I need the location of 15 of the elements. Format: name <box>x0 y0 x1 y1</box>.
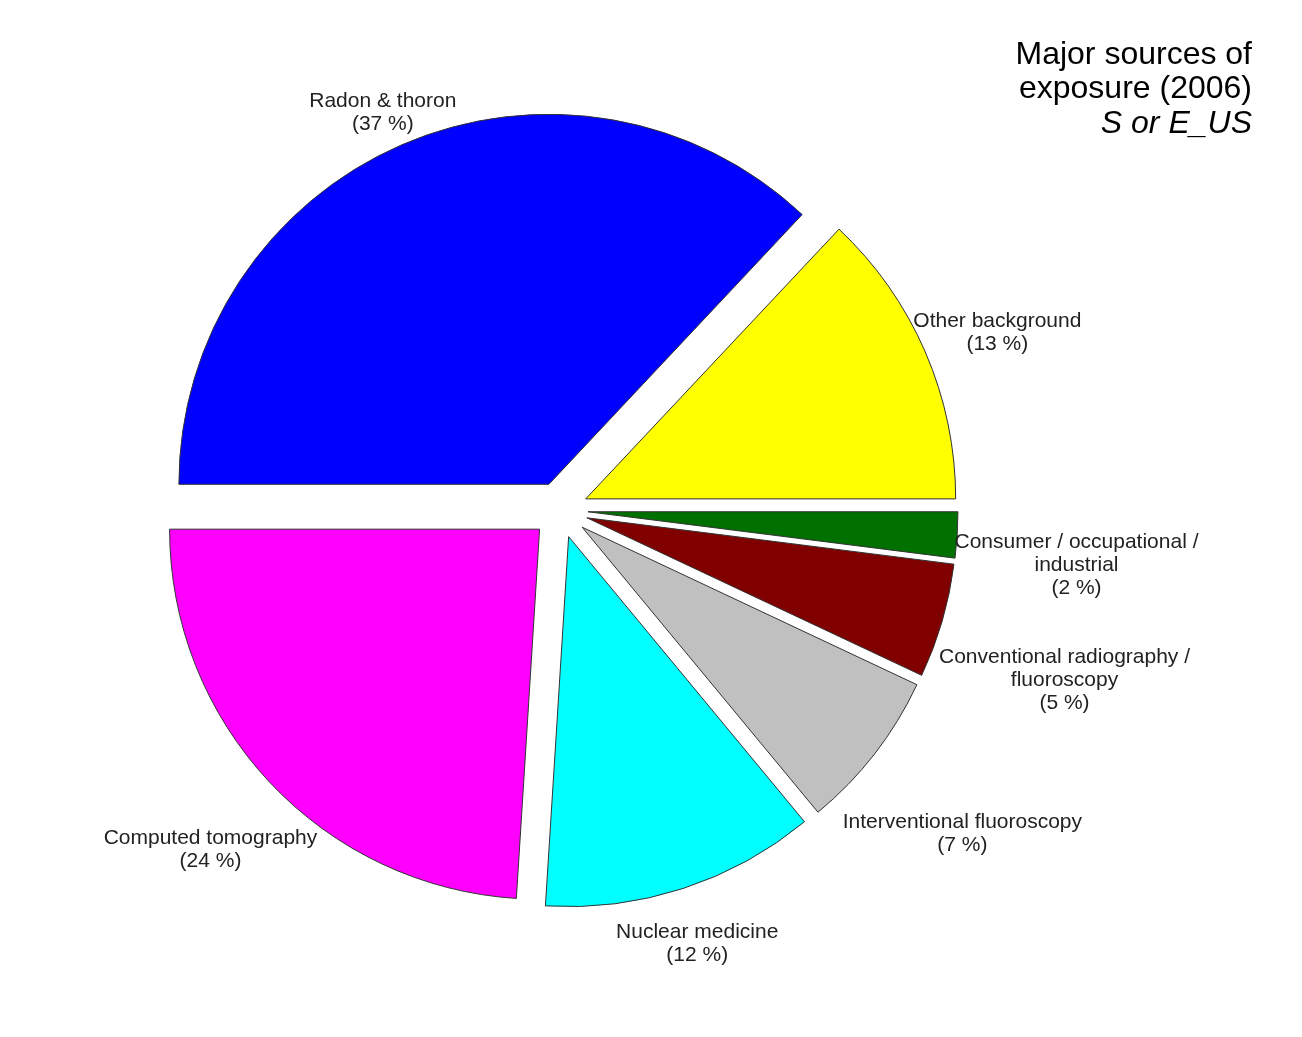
slice-label: Radon & thoron <box>309 87 457 111</box>
data-label: (2 %) <box>1051 575 1102 599</box>
data-label: (12 %) <box>666 942 729 966</box>
slice-label: Nuclear medicine <box>616 919 779 943</box>
chart-subtitle: S or E_US <box>1100 104 1252 140</box>
slice-label: Other background <box>913 307 1082 331</box>
data-label: (24 %) <box>179 848 242 872</box>
data-label: (13 %) <box>966 330 1029 354</box>
data-label: (7 %) <box>937 832 988 856</box>
slice-label: Interventional fluoroscopy <box>842 809 1083 833</box>
slice-label: Computed tomography <box>103 825 318 849</box>
data-label: (5 %) <box>1039 689 1090 713</box>
data-label: (37 %) <box>351 110 414 134</box>
slice-label: Conventional radiography / fluoroscopy <box>939 643 1191 690</box>
chart-title: Major sources of exposure (2006) <box>1015 35 1253 105</box>
